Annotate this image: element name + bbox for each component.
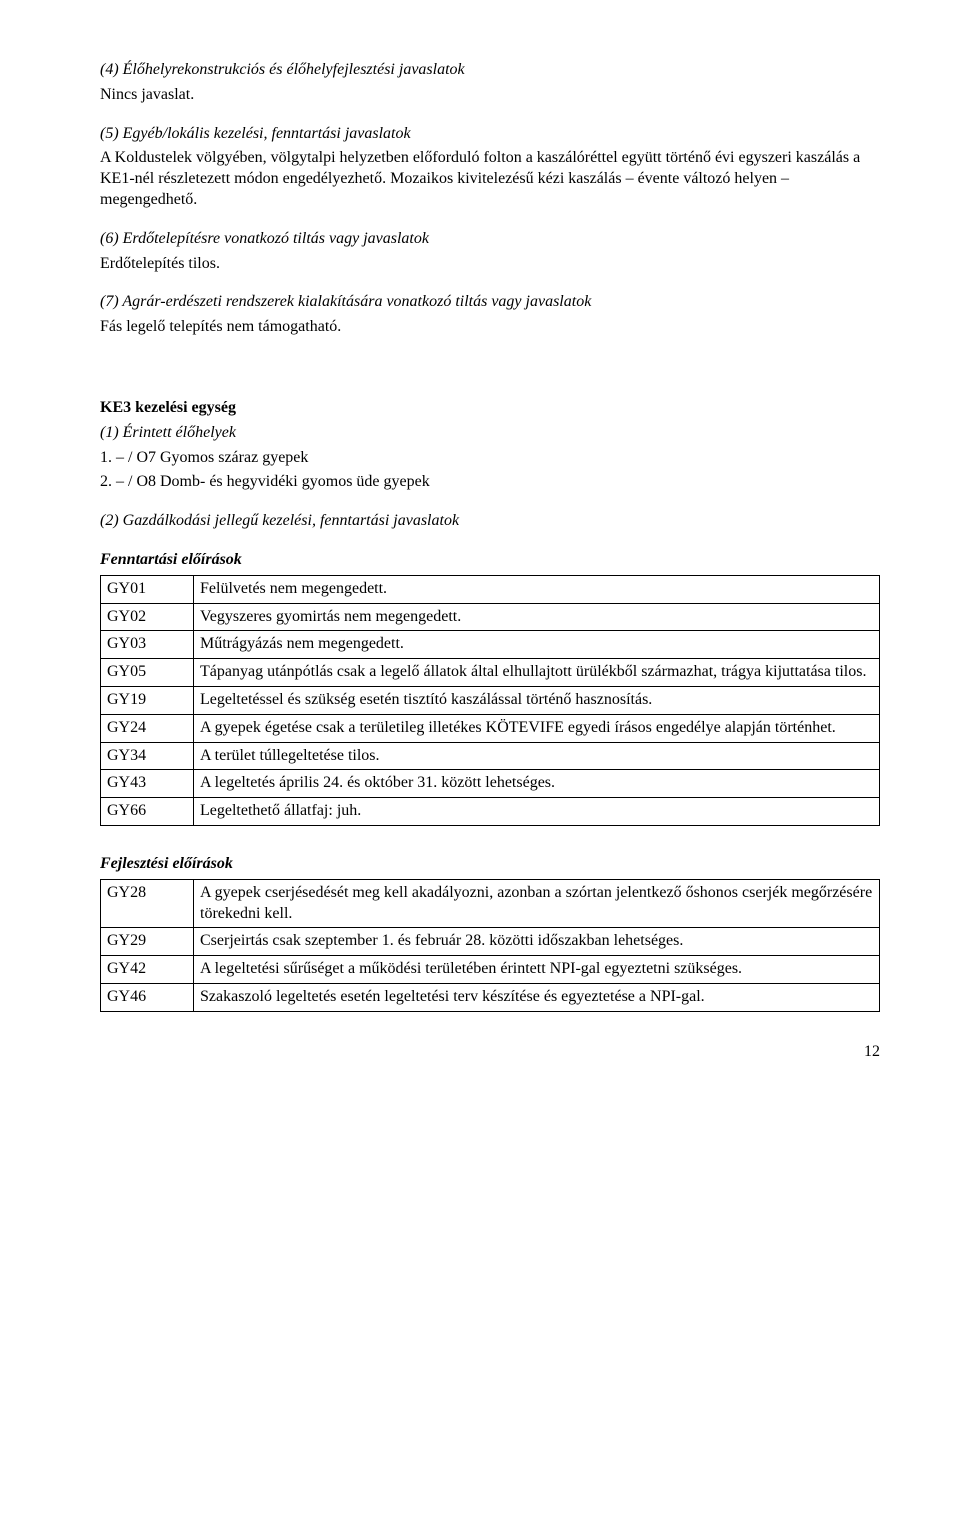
row-code: GY28 <box>101 879 194 928</box>
row-code: GY46 <box>101 983 194 1011</box>
row-text: Vegyszeres gyomirtás nem megengedett. <box>194 603 880 631</box>
row-text: Műtrágyázás nem megengedett. <box>194 631 880 659</box>
row-code: GY05 <box>101 659 194 687</box>
table-row: GY19Legeltetéssel és szükség esetén tisz… <box>101 686 880 714</box>
row-text: Legeltethető állatfaj: juh. <box>194 798 880 826</box>
row-code: GY19 <box>101 686 194 714</box>
row-code: GY03 <box>101 631 194 659</box>
ke3-item-2: 2. – / O8 Domb- és hegyvidéki gyomos üde… <box>100 472 880 493</box>
table-row: GY03Műtrágyázás nem megengedett. <box>101 631 880 659</box>
table-row: GY29Cserjeirtás csak szeptember 1. és fe… <box>101 928 880 956</box>
row-text: Szakaszoló legeltetés esetén legeltetési… <box>194 983 880 1011</box>
row-code: GY29 <box>101 928 194 956</box>
table-row: GY43A legeltetés április 24. és október … <box>101 770 880 798</box>
fejlesztesi-table: GY28A gyepek cserjésedését meg kell akad… <box>100 879 880 1012</box>
row-text: A gyepek égetése csak a területileg ille… <box>194 714 880 742</box>
row-code: GY02 <box>101 603 194 631</box>
row-text: A legeltetés április 24. és október 31. … <box>194 770 880 798</box>
ke3-title: KE3 kezelési egység <box>100 398 880 419</box>
section-7-text: Fás legelő telepítés nem támogatható. <box>100 317 880 338</box>
row-code: GY34 <box>101 742 194 770</box>
row-text: Cserjeirtás csak szeptember 1. és februá… <box>194 928 880 956</box>
row-text: A gyepek cserjésedését meg kell akadályo… <box>194 879 880 928</box>
section-4-heading: (4) Élőhelyrekonstrukciós és élőhelyfejl… <box>100 60 880 81</box>
row-code: GY01 <box>101 575 194 603</box>
section-5-heading: (5) Egyéb/lokális kezelési, fenntartási … <box>100 124 880 145</box>
ke3-item-1: 1. – / O7 Gyomos száraz gyepek <box>100 448 880 469</box>
row-text: Legeltetéssel és szükség esetén tisztító… <box>194 686 880 714</box>
row-code: GY43 <box>101 770 194 798</box>
row-code: GY66 <box>101 798 194 826</box>
table-row: GY42A legeltetési sűrűséget a működési t… <box>101 956 880 984</box>
table-row: GY01Felülvetés nem megengedett. <box>101 575 880 603</box>
table-row: GY28A gyepek cserjésedését meg kell akad… <box>101 879 880 928</box>
table-row: GY46Szakaszoló legeltetés esetén legelte… <box>101 983 880 1011</box>
table-row: GY34A terület túllegeltetése tilos. <box>101 742 880 770</box>
table-row: GY66Legeltethető állatfaj: juh. <box>101 798 880 826</box>
table-row: GY05Tápanyag utánpótlás csak a legelő ál… <box>101 659 880 687</box>
row-code: GY42 <box>101 956 194 984</box>
row-text: A legeltetési sűrűséget a működési terül… <box>194 956 880 984</box>
section-6-text: Erdőtelepítés tilos. <box>100 254 880 275</box>
section-7-heading: (7) Agrár-erdészeti rendszerek kialakítá… <box>100 292 880 313</box>
section-4-text: Nincs javaslat. <box>100 85 880 106</box>
row-text: A terület túllegeltetése tilos. <box>194 742 880 770</box>
ke3-sub1-heading: (1) Érintett élőhelyek <box>100 423 880 444</box>
row-text: Tápanyag utánpótlás csak a legelő állato… <box>194 659 880 687</box>
section-5-text: A Koldustelek völgyében, völgytalpi hely… <box>100 148 880 210</box>
table-row: GY24A gyepek égetése csak a területileg … <box>101 714 880 742</box>
page-number: 12 <box>100 1042 880 1063</box>
fenntartasi-table: GY01Felülvetés nem megengedett. GY02Vegy… <box>100 575 880 826</box>
fenntartasi-heading: Fenntartási előírások <box>100 550 880 571</box>
row-code: GY24 <box>101 714 194 742</box>
table-row: GY02Vegyszeres gyomirtás nem megengedett… <box>101 603 880 631</box>
row-text: Felülvetés nem megengedett. <box>194 575 880 603</box>
section-6-heading: (6) Erdőtelepítésre vonatkozó tiltás vag… <box>100 229 880 250</box>
ke3-sub2-heading: (2) Gazdálkodási jellegű kezelési, fennt… <box>100 511 880 532</box>
fejlesztesi-heading: Fejlesztési előírások <box>100 854 880 875</box>
